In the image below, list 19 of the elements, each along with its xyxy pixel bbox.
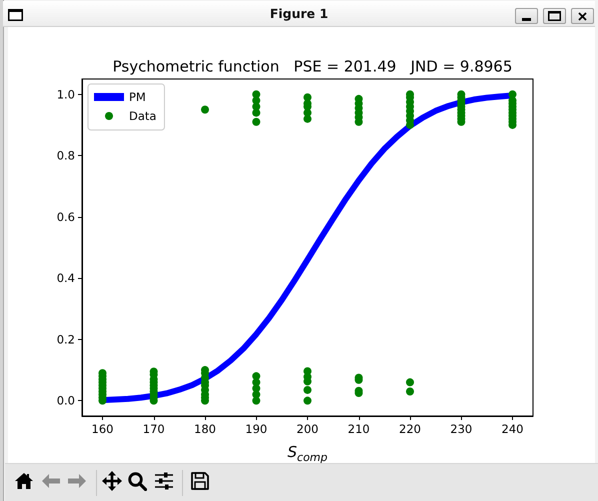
x-tick-label: 240 [502,422,524,436]
y-tick-label: 1.0 [56,87,75,102]
x-tick-label: 160 [92,422,114,436]
legend-label: PM [129,90,146,104]
x-tick-label: 170 [142,422,165,436]
x-tick-label: 220 [399,422,421,436]
x-tick-label: 180 [194,422,216,436]
x-tick-label: 210 [348,422,370,436]
y-tick-label: 0.0 [56,394,75,408]
y-tick-label: 0.6 [56,210,75,224]
x-tick-label: 200 [296,422,318,436]
x-tick-label: 190 [245,422,268,436]
chart-title: Psychometric function PSE = 201.49 JND = 9.8965 [112,58,512,76]
y-tick-label: 0.4 [56,271,75,286]
y-tick-label: 0.2 [56,332,75,346]
caption: Figure 1 [268,6,330,21]
y-tick-label: 0.8 [56,148,75,163]
x-tick-label: 230 [450,422,472,436]
legend-label: Data [129,109,156,123]
